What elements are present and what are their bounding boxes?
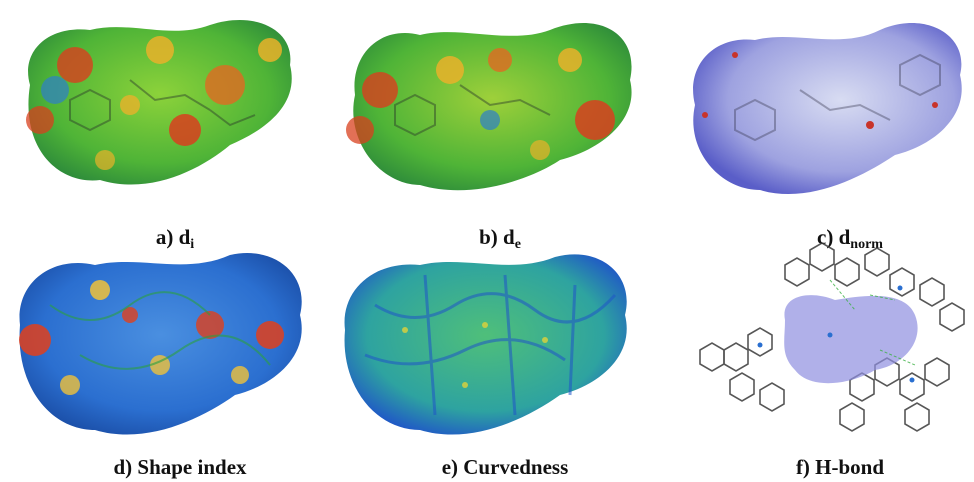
caption-f: f) H-bond — [795, 455, 885, 479]
panel-f-hbond-packing — [690, 240, 970, 440]
panel-e-curvedness-surface — [335, 245, 635, 445]
panel-b-de-surface — [340, 10, 640, 195]
de-surface-image — [346, 23, 632, 191]
di-surface-image — [26, 19, 292, 185]
caption-b: b) de — [479, 225, 521, 252]
dnorm-surface-image — [693, 22, 962, 195]
shape-index-surface-image — [19, 253, 302, 435]
panel-d-shape-index-surface — [10, 245, 310, 445]
caption-d: d) Shape index — [113, 455, 247, 479]
panel-a-di-surface — [10, 10, 300, 195]
caption-a: a) di — [155, 225, 195, 252]
caption-c: c) dnorm — [817, 225, 883, 252]
caption-e: e) Curvedness — [441, 455, 569, 479]
hbond-packing-image — [699, 242, 965, 432]
panel-c-dnorm-surface — [680, 10, 970, 200]
curvedness-surface-image — [344, 254, 627, 435]
